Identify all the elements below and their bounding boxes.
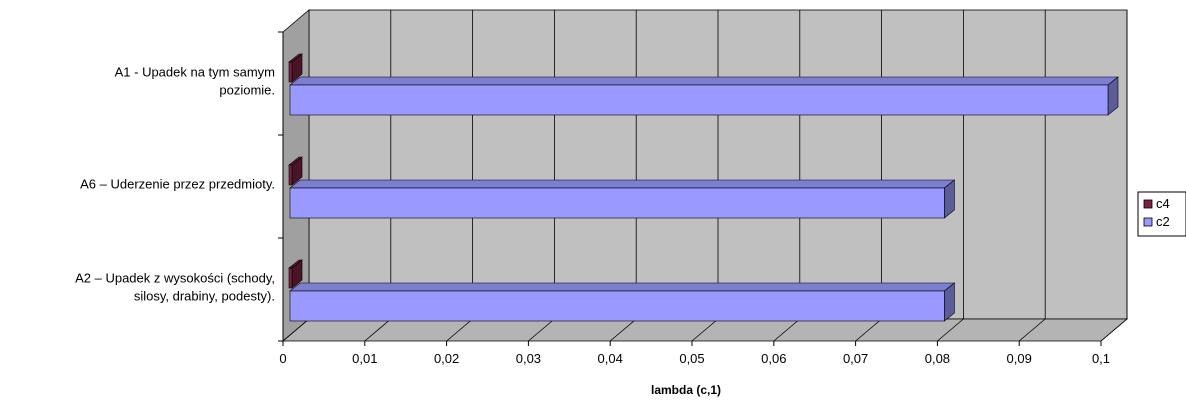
bar-c4-1 xyxy=(288,53,303,83)
x-tick-label: 0,01 xyxy=(352,351,377,366)
bar-front-face xyxy=(289,187,945,219)
x-tick-label: 0,1 xyxy=(1092,351,1110,366)
floor-gridline xyxy=(691,318,719,342)
x-tick-label: 0,06 xyxy=(761,351,786,366)
category-label: A1 - Upadek na tym samym poziomie. xyxy=(115,65,275,98)
bar-front-face xyxy=(289,84,1109,116)
x-tick-labels: 0 0,01 0,02 0,03 0,04 0,05 0,06 0,07 0,08 0,09 0,1 xyxy=(279,351,1110,366)
chart-bars xyxy=(288,53,1119,322)
x-tick-label: 0,05 xyxy=(679,351,704,366)
category-label-line: poziomie. xyxy=(219,83,275,98)
chart-axes xyxy=(278,31,1102,346)
x-tick-label: 0,09 xyxy=(1007,351,1032,366)
bar-front-face xyxy=(289,290,945,322)
floor-gridline xyxy=(609,318,637,342)
x-tick-label: 0,07 xyxy=(843,351,868,366)
floor-gridline xyxy=(282,318,310,342)
category-labels: A1 - Upadek na tym samym poziomie. A6 – Ud… xyxy=(75,65,275,304)
floor-gridline xyxy=(937,318,964,342)
category-label-line: silosy, drabiny, podesty). xyxy=(134,289,275,304)
x-tick-label: 0,03 xyxy=(516,351,541,366)
x-tick-label: 0,08 xyxy=(925,351,950,366)
floor-gridline xyxy=(1100,318,1128,342)
x-tick-label: 0,02 xyxy=(434,351,459,366)
x-tick-label: 0 xyxy=(279,351,286,366)
bar-front-face xyxy=(288,164,293,186)
category-label: A2 – Upadek z wysokości (schody, silosy, … xyxy=(75,271,275,304)
floor-gridline xyxy=(528,318,555,342)
category-label-line: A1 - Upadek na tym samym xyxy=(115,65,275,80)
bar-front-face xyxy=(288,267,293,289)
floor-gridline xyxy=(446,318,473,342)
floor-gridline xyxy=(855,318,882,342)
bar-top-face xyxy=(289,179,956,189)
bar-c2-2 xyxy=(289,179,956,219)
legend-swatch-c2 xyxy=(1143,217,1153,227)
legend-box xyxy=(1137,191,1186,237)
category-label-line: A6 – Uderzenie przez przedmioty. xyxy=(80,177,275,192)
x-axis-title: lambda (c,1) xyxy=(651,383,721,397)
floor-gridline xyxy=(773,318,801,342)
bar-top-face xyxy=(289,282,956,292)
x-tick-label: 0,04 xyxy=(598,351,623,366)
floor-gridline xyxy=(364,318,392,342)
legend-label-c4: c4 xyxy=(1156,196,1170,211)
bar-front-face xyxy=(288,61,293,83)
bar-c2-1 xyxy=(289,76,1119,116)
category-label-line: A2 – Upadek z wysokości (schody, xyxy=(75,271,275,286)
bar-c4-2 xyxy=(288,156,303,186)
legend-swatch-c4 xyxy=(1143,199,1153,209)
bar-top-face xyxy=(289,76,1119,86)
bar-c4-3 xyxy=(288,259,303,289)
floor-gridline xyxy=(1018,318,1046,342)
legend-label-c2: c2 xyxy=(1156,214,1170,229)
chart-gridlines xyxy=(282,10,1128,342)
bar-c2-3 xyxy=(289,282,956,322)
category-label: A6 – Uderzenie przez przedmioty. xyxy=(80,177,275,192)
